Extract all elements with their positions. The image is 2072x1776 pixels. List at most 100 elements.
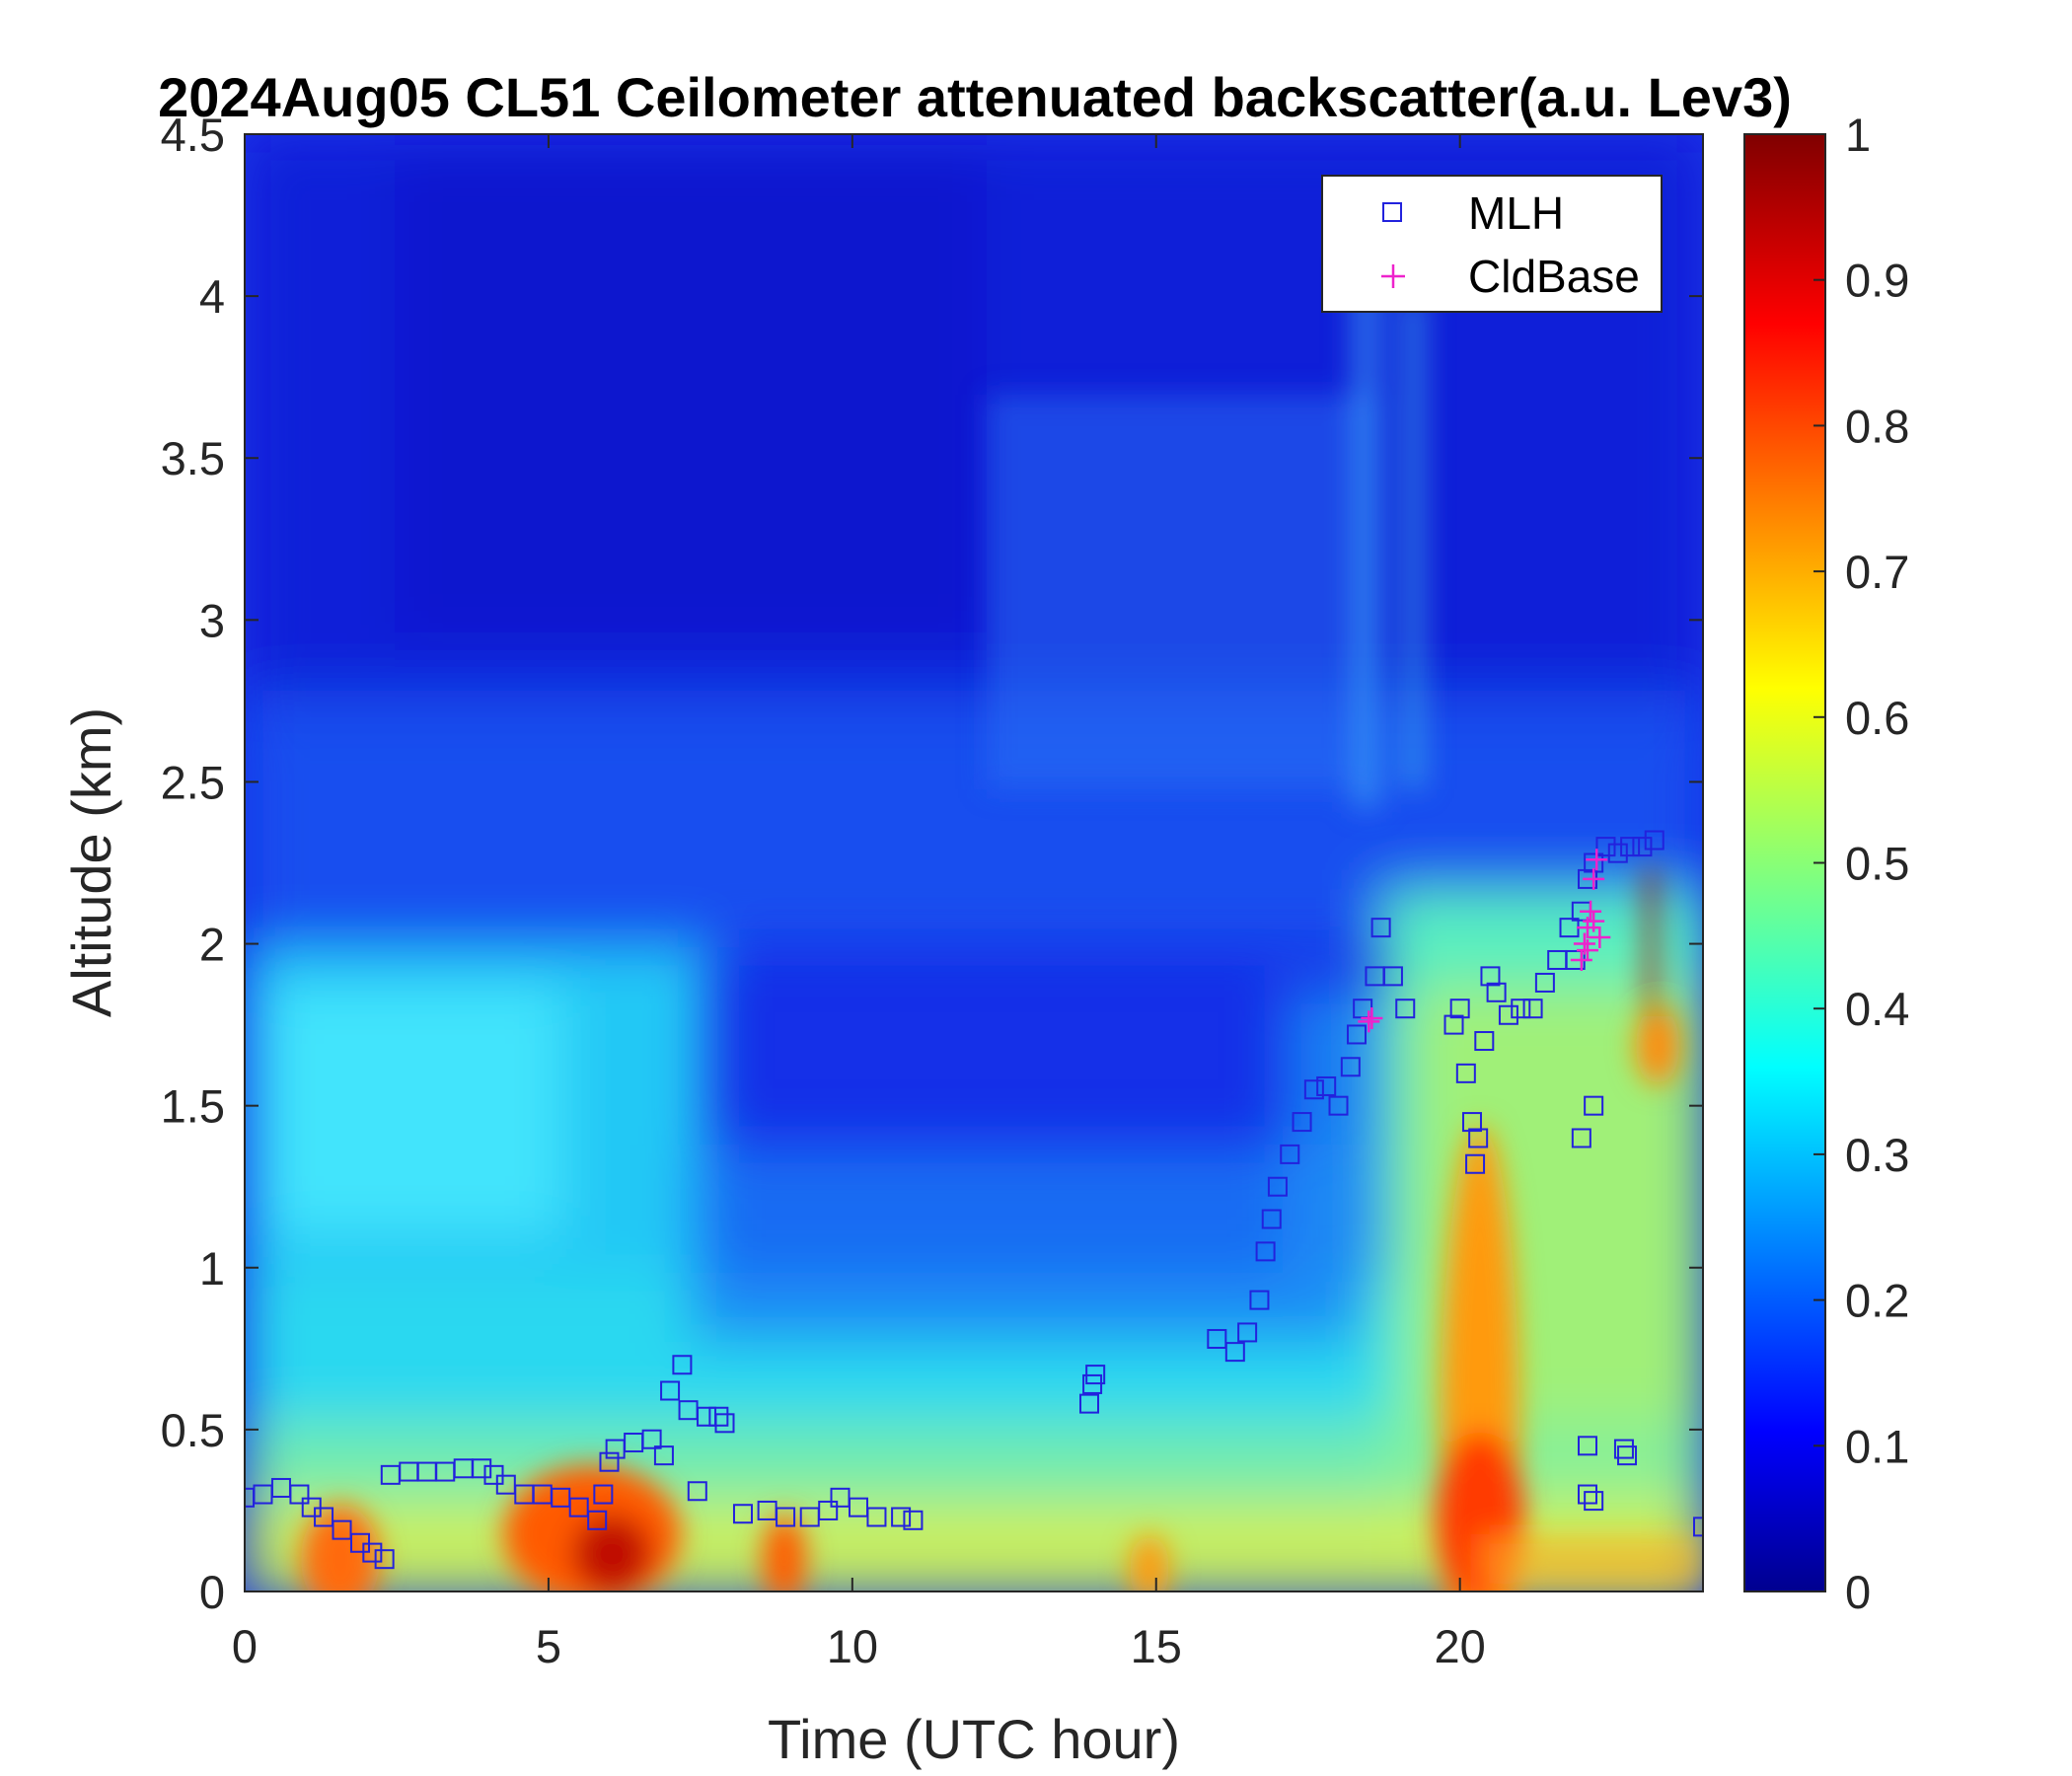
mlh-point	[818, 1500, 839, 1520]
colorbar-ticks: 0 0.1 0.2 0.3 0.4 0.5 0.6 0.7 0.8 0.9 1	[1813, 109, 1909, 1618]
legend-mlh-marker	[1382, 202, 1402, 222]
y-tick-label: 3	[199, 594, 225, 646]
colorbar-tick-label: 0.5	[1845, 838, 1909, 890]
mlh-point	[1346, 1024, 1367, 1045]
cldbase-point	[1586, 849, 1608, 871]
mlh-point	[314, 1507, 334, 1527]
x-axis-label: Time (UTC hour)	[768, 1708, 1180, 1770]
mlh-point	[1644, 830, 1665, 851]
mlh-point	[1292, 1112, 1312, 1133]
mlh-point	[1382, 966, 1403, 987]
mlh-point	[1474, 1031, 1495, 1052]
cldbase-point	[1576, 939, 1598, 962]
mlh-point	[1577, 1484, 1597, 1505]
colorbar-tick-label: 0.2	[1845, 1275, 1909, 1327]
mlh-point	[362, 1542, 383, 1563]
mlh-point	[1571, 1128, 1591, 1148]
mlh-point	[1395, 999, 1416, 1019]
mlh-point	[653, 1445, 674, 1466]
mlh-point	[687, 1481, 707, 1502]
mlh-point	[1468, 1128, 1489, 1148]
mlh-point	[1237, 1322, 1258, 1343]
colorbar-tick-label: 0.6	[1845, 692, 1909, 744]
cldbase-point	[1583, 867, 1605, 890]
mlh-point	[1486, 982, 1507, 1002]
mlh-point	[1224, 1342, 1245, 1363]
legend-cldbase-marker	[1381, 264, 1405, 288]
data-markers	[245, 830, 1703, 1570]
legend-mlh-label: MLH	[1468, 187, 1564, 239]
mlh-point	[599, 1451, 620, 1472]
cldbase-point	[1580, 900, 1602, 923]
mlh-point	[1249, 1290, 1270, 1310]
backscatter-heatmap	[245, 134, 1703, 1591]
mlh-point	[708, 1406, 729, 1427]
chart-title: 2024Aug05 CL51 Ceilometer attenuated bac…	[158, 66, 1792, 128]
mlh-point	[587, 1510, 608, 1530]
x-axis: 0 5 10 15 20	[232, 134, 1486, 1672]
y-axis-label: Altitude (km)	[60, 707, 122, 1017]
x-tick-label: 15	[1131, 1620, 1182, 1672]
y-tick-label: 2	[199, 919, 225, 971]
mlh-point	[732, 1504, 753, 1524]
x-tick-label: 20	[1435, 1620, 1486, 1672]
mlh-point	[332, 1519, 352, 1540]
mlh-point	[903, 1510, 924, 1530]
mlh-point	[472, 1458, 492, 1479]
mlh-point	[714, 1413, 735, 1434]
mlh-point	[1577, 1436, 1597, 1456]
mlh-point	[660, 1380, 681, 1401]
mlh-point	[1534, 972, 1555, 993]
y-tick-label: 1	[199, 1242, 225, 1295]
y-tick-label: 4	[199, 270, 225, 323]
mlh-point	[1303, 1079, 1324, 1100]
mlh-point	[1449, 999, 1470, 1019]
colorbar-tick-label: 0.1	[1845, 1420, 1909, 1472]
colorbar-tick-label: 1	[1845, 109, 1871, 161]
colorbar-tick-label: 0.9	[1845, 255, 1909, 307]
colorbar-tick-label: 0.7	[1845, 546, 1909, 598]
mlh-point	[593, 1484, 614, 1505]
legend-cldbase-label: CldBase	[1468, 251, 1640, 302]
mlh-point	[1584, 1491, 1604, 1512]
mlh-point	[1607, 843, 1628, 863]
mlh-point	[1511, 999, 1531, 1019]
cldbase-point	[1361, 1007, 1383, 1030]
cldbase-point	[1589, 925, 1611, 948]
mlh-point	[289, 1484, 310, 1505]
mlh-point	[1267, 1176, 1288, 1197]
cldbase-point	[1583, 910, 1605, 932]
x-tick-label: 10	[827, 1620, 878, 1672]
legend-box	[1321, 175, 1663, 313]
mlh-point	[1085, 1365, 1106, 1385]
mlh-point	[1693, 1517, 1703, 1537]
y-tick-label: 2.5	[161, 756, 225, 808]
colorbar-tick-label: 0.8	[1845, 400, 1909, 452]
mlh-point	[374, 1549, 395, 1570]
mlh-point	[1632, 837, 1653, 857]
mlh-point	[672, 1355, 693, 1375]
mlh-point	[1443, 1014, 1464, 1035]
y-tick-label: 0	[199, 1566, 225, 1618]
mlh-point	[1620, 837, 1641, 857]
plot-frame	[244, 133, 1704, 1592]
legend: MLH CldBase	[1321, 175, 1663, 313]
y-tick-label: 4.5	[161, 109, 225, 161]
mlh-point	[1522, 999, 1543, 1019]
mlh-point	[1328, 1095, 1349, 1116]
mlh-point	[1455, 1063, 1476, 1083]
mlh-point	[1316, 1075, 1337, 1096]
mlh-point	[1465, 1153, 1486, 1174]
mlh-point	[1261, 1209, 1282, 1229]
x-tick-label: 0	[232, 1620, 258, 1672]
y-tick-label: 3.5	[161, 432, 225, 484]
mlh-point	[641, 1429, 662, 1449]
mlh-point	[1613, 1439, 1634, 1459]
mlh-point	[866, 1507, 887, 1527]
mlh-point	[1340, 1057, 1361, 1077]
colorbar: 0 0.1 0.2 0.3 0.4 0.5 0.6 0.7 0.8 0.9 1	[1743, 109, 1909, 1618]
y-axis: 0 0.5 1 1.5 2 2.5 3 3.5 4 4.5	[161, 109, 1703, 1618]
colorbar-tick-label: 0.4	[1845, 983, 1909, 1035]
mlh-point	[1498, 1004, 1518, 1025]
